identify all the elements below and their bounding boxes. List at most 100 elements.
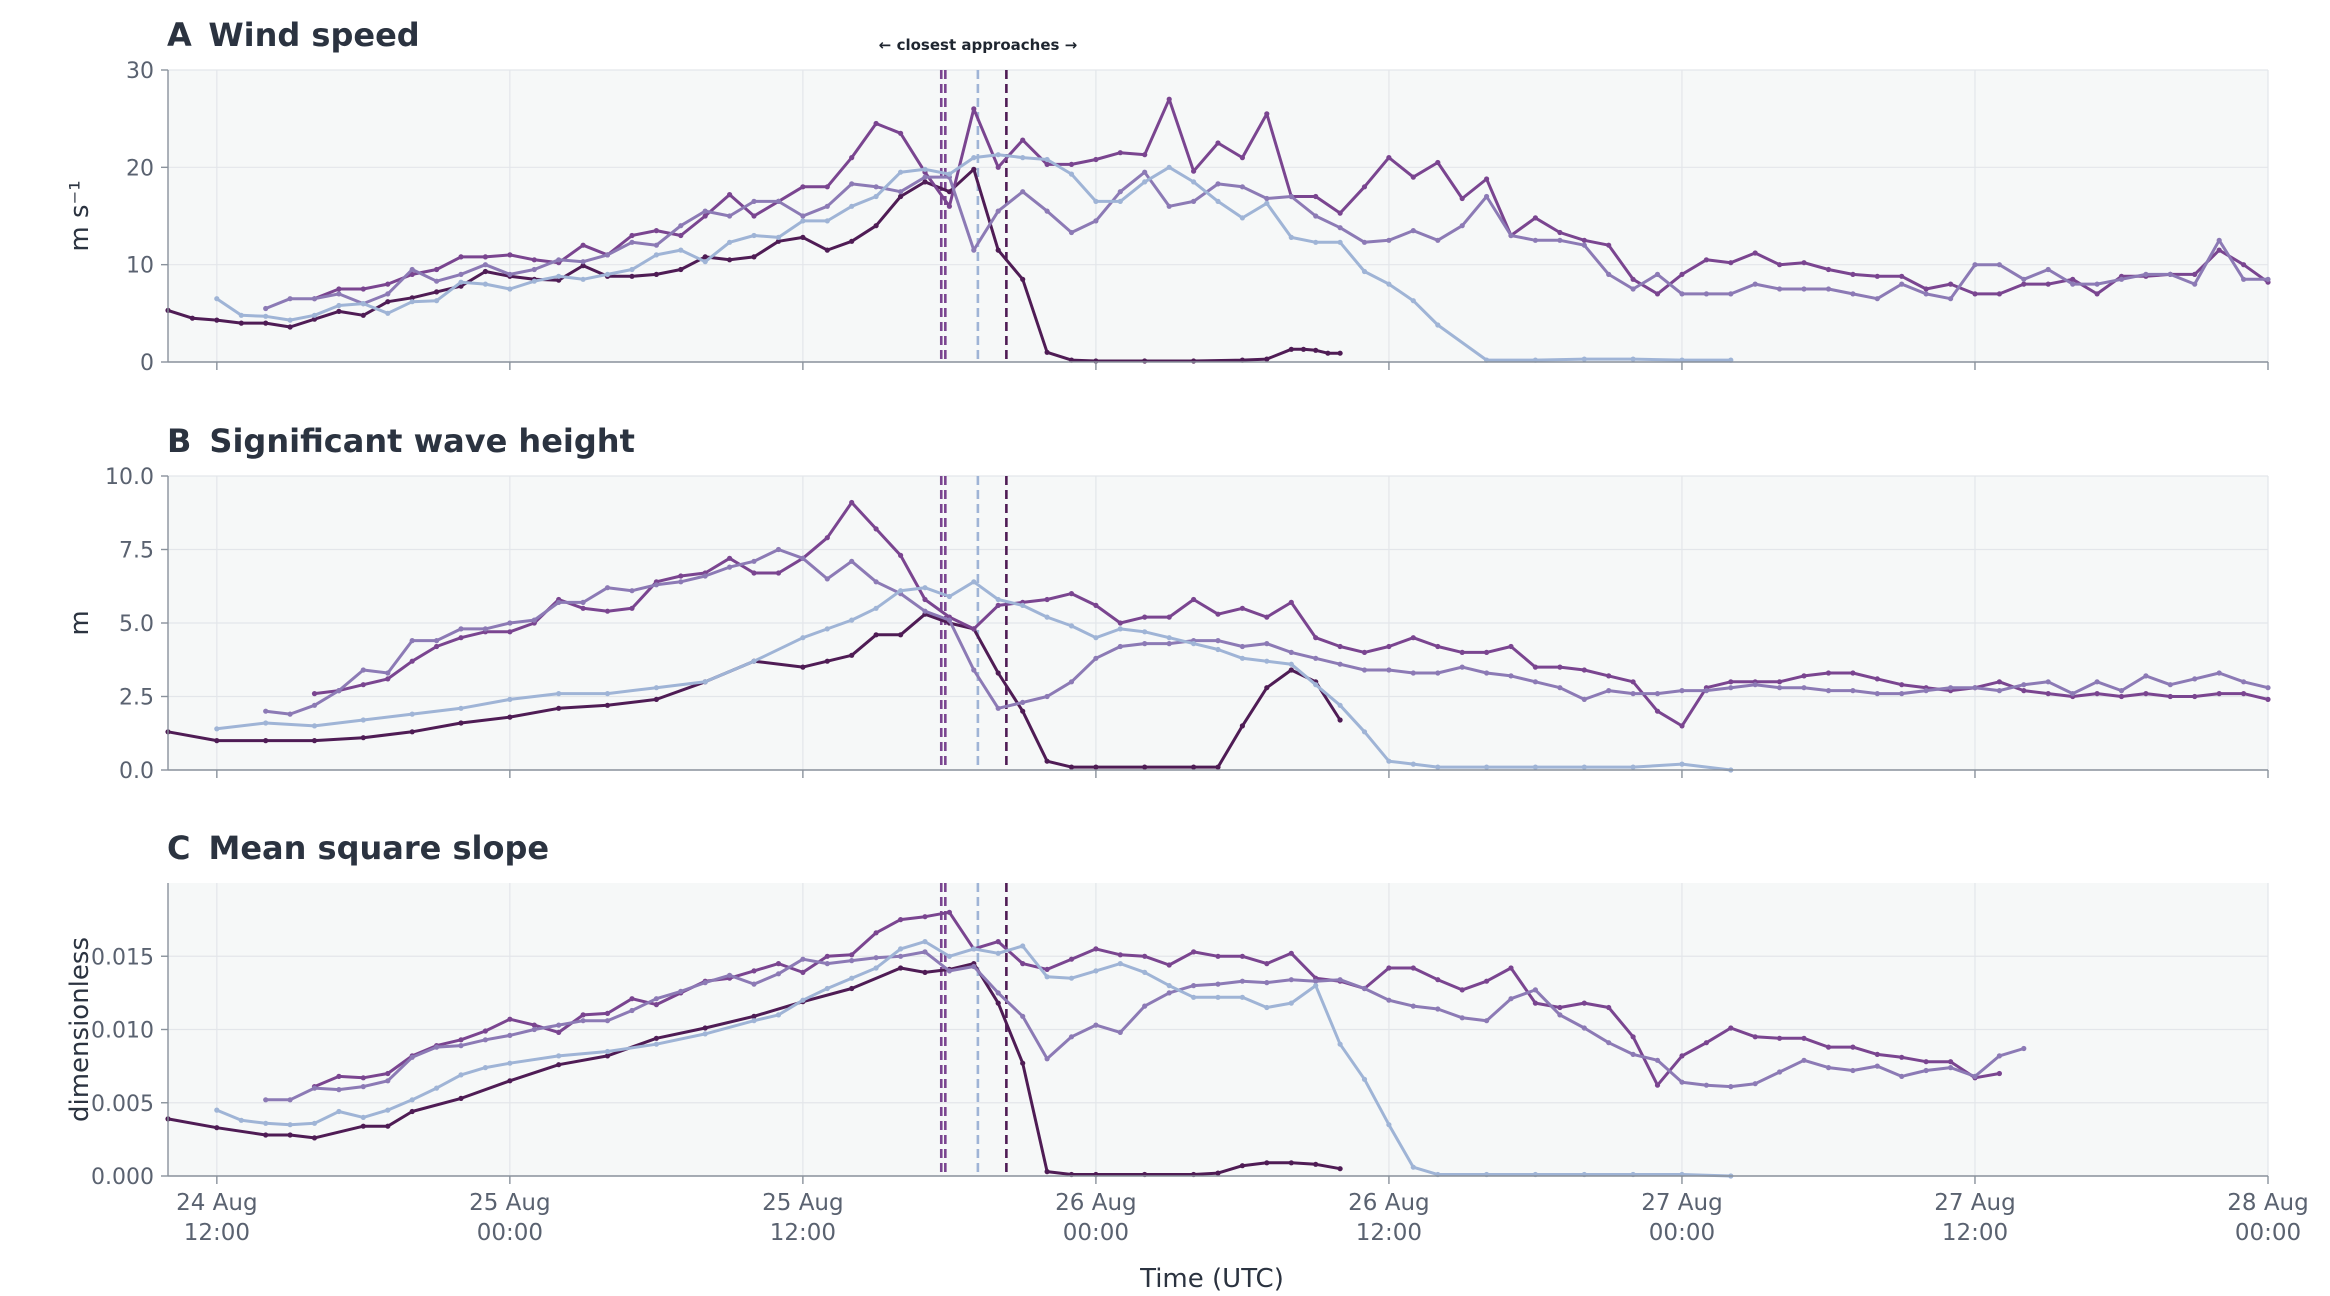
panel-title-text: Mean square slope bbox=[208, 829, 549, 867]
data-point bbox=[922, 969, 928, 976]
data-point bbox=[775, 546, 782, 553]
data-point bbox=[1825, 286, 1832, 292]
data-point bbox=[1044, 693, 1050, 700]
data-point bbox=[1606, 688, 1612, 694]
x-tick-label-time: 12:00 bbox=[1356, 1220, 1422, 1246]
data-point bbox=[1264, 685, 1270, 691]
data-point bbox=[751, 213, 757, 219]
data-point bbox=[1899, 273, 1905, 279]
data-point bbox=[1484, 193, 1490, 200]
data-point bbox=[1337, 210, 1343, 216]
data-point bbox=[2118, 688, 2125, 694]
y-tick-label: 0.0 bbox=[119, 759, 154, 784]
data-point bbox=[702, 980, 708, 986]
series-4 bbox=[214, 579, 1734, 773]
data-point bbox=[1630, 691, 1636, 697]
data-point bbox=[824, 535, 830, 541]
data-point bbox=[1581, 696, 1587, 703]
data-point bbox=[409, 638, 415, 644]
data-point bbox=[1752, 250, 1758, 256]
data-point bbox=[1239, 953, 1245, 959]
data-point bbox=[360, 1123, 366, 1129]
data-point bbox=[1386, 155, 1392, 161]
data-point bbox=[385, 1070, 391, 1077]
data-point bbox=[1654, 271, 1661, 277]
data-point bbox=[898, 169, 904, 175]
data-point bbox=[1239, 1163, 1245, 1169]
data-point bbox=[653, 1041, 660, 1047]
data-point bbox=[458, 626, 464, 632]
data-point bbox=[946, 968, 953, 974]
data-point bbox=[556, 1029, 562, 1035]
data-point bbox=[1068, 1034, 1075, 1040]
data-point bbox=[1020, 1013, 1026, 1019]
data-point bbox=[1630, 1034, 1636, 1040]
series-line bbox=[215, 940, 1733, 1178]
data-point bbox=[1337, 702, 1343, 708]
series-4 bbox=[214, 152, 1734, 363]
data-point bbox=[1410, 1164, 1416, 1170]
data-point bbox=[1313, 978, 1319, 984]
data-point bbox=[1020, 276, 1026, 282]
data-point bbox=[1093, 602, 1099, 609]
data-point bbox=[702, 254, 708, 260]
data-point bbox=[580, 276, 586, 282]
data-point bbox=[1606, 271, 1612, 277]
data-point bbox=[1215, 953, 1221, 959]
data-point bbox=[1850, 291, 1856, 297]
data-point bbox=[1142, 169, 1148, 175]
data-point bbox=[360, 1075, 366, 1081]
data-point bbox=[507, 1060, 513, 1066]
data-point bbox=[1459, 649, 1465, 656]
data-point bbox=[727, 213, 733, 219]
data-point bbox=[482, 626, 488, 632]
data-point bbox=[1654, 291, 1661, 297]
data-point bbox=[434, 266, 440, 273]
series-line bbox=[166, 962, 1342, 1176]
data-point bbox=[1752, 1034, 1758, 1040]
data-point bbox=[1215, 646, 1221, 653]
data-point bbox=[1654, 1082, 1661, 1088]
data-point bbox=[1557, 237, 1563, 243]
data-point bbox=[434, 298, 440, 304]
data-point bbox=[531, 1026, 537, 1033]
data-point bbox=[1068, 171, 1075, 177]
data-point bbox=[971, 166, 977, 172]
data-point bbox=[824, 576, 830, 582]
data-point bbox=[1874, 296, 1880, 302]
data-point bbox=[1142, 641, 1148, 647]
data-point bbox=[1606, 242, 1612, 248]
data-point bbox=[1166, 983, 1172, 989]
data-point bbox=[678, 579, 684, 585]
data-point bbox=[946, 203, 953, 209]
data-point bbox=[2192, 693, 2198, 700]
data-point bbox=[311, 723, 318, 729]
data-point bbox=[2216, 247, 2222, 253]
series-line bbox=[166, 167, 1342, 363]
data-point bbox=[898, 130, 904, 136]
data-point bbox=[1459, 195, 1465, 202]
data-point bbox=[1044, 349, 1050, 355]
data-point bbox=[1288, 599, 1294, 606]
data-point bbox=[1093, 655, 1099, 661]
data-point bbox=[971, 626, 977, 632]
data-point bbox=[311, 1120, 318, 1126]
data-point bbox=[409, 295, 415, 301]
data-point bbox=[1972, 262, 1978, 268]
data-point bbox=[409, 729, 415, 735]
data-point bbox=[1532, 237, 1538, 243]
data-point bbox=[214, 726, 220, 732]
data-point bbox=[849, 203, 855, 209]
data-point bbox=[434, 638, 440, 644]
data-point bbox=[336, 1087, 342, 1093]
data-point bbox=[1264, 111, 1270, 117]
data-point bbox=[1068, 764, 1075, 770]
data-point bbox=[1435, 977, 1441, 983]
data-point bbox=[311, 296, 318, 302]
data-point bbox=[751, 658, 757, 664]
data-point bbox=[287, 324, 293, 330]
data-point bbox=[1239, 655, 1245, 661]
data-point bbox=[1288, 661, 1294, 667]
data-point bbox=[1508, 643, 1514, 650]
data-point bbox=[2094, 691, 2100, 697]
